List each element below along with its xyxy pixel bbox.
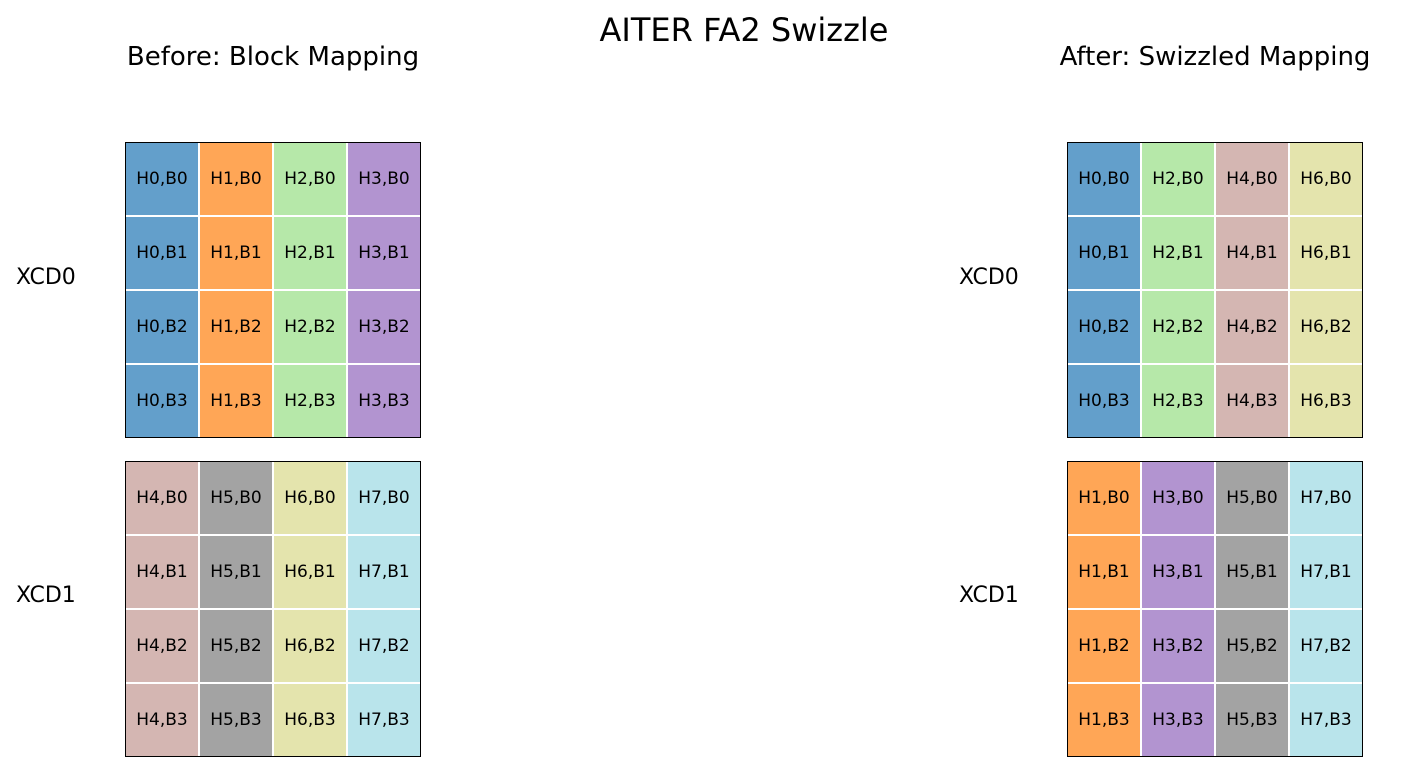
mapping-cell: H7,B0 (1290, 462, 1362, 534)
mapping-cell: H1,B1 (1068, 536, 1140, 608)
mapping-cell: H0,B1 (126, 217, 198, 289)
mapping-cell: H6,B1 (274, 536, 346, 608)
mapping-cell: H5,B1 (1216, 536, 1288, 608)
mapping-cell: H3,B0 (348, 143, 420, 215)
mapping-cell: H6,B1 (1290, 217, 1362, 289)
mapping-cell: H1,B0 (1068, 462, 1140, 534)
mapping-cell: H5,B0 (200, 462, 272, 534)
mapping-cell: H4,B2 (126, 610, 198, 682)
mapping-cell: H4,B3 (126, 684, 198, 756)
mapping-cell: H6,B0 (1290, 143, 1362, 215)
mapping-cell: H2,B1 (274, 217, 346, 289)
before-xcd0-label: XCD0 (16, 265, 76, 290)
mapping-cell: H0,B3 (1068, 365, 1140, 437)
mapping-cell: H4,B1 (126, 536, 198, 608)
mapping-cell: H6,B0 (274, 462, 346, 534)
mapping-cell: H4,B2 (1216, 291, 1288, 363)
before-panel-title: Before: Block Mapping (126, 42, 420, 72)
mapping-cell: H3,B3 (1142, 684, 1214, 756)
mapping-cell: H7,B2 (348, 610, 420, 682)
after-xcd0-label: XCD0 (959, 265, 1019, 290)
mapping-cell: H1,B2 (200, 291, 272, 363)
after-panel-title: After: Swizzled Mapping (1059, 42, 1371, 72)
mapping-cell: H1,B0 (200, 143, 272, 215)
mapping-cell: H2,B1 (1142, 217, 1214, 289)
mapping-cell: H4,B1 (1216, 217, 1288, 289)
mapping-cell: H2,B2 (274, 291, 346, 363)
mapping-cell: H2,B2 (1142, 291, 1214, 363)
before-xcd1-grid: H4,B0 H5,B0 H6,B0 H7,B0 H4,B1 H5,B1 H6,B1 H7,B1… (125, 461, 421, 757)
mapping-cell: H2,B3 (274, 365, 346, 437)
mapping-cell: H0,B0 (1068, 143, 1140, 215)
mapping-cell: H3,B2 (348, 291, 420, 363)
mapping-cell: H1,B3 (1068, 684, 1140, 756)
before-xcd0-grid: H0,B0 H1,B0 H2,B0 H3,B0 H0,B1 H1,B1 H2,B1 H3,B1… (125, 142, 421, 438)
mapping-cell: H6,B3 (1290, 365, 1362, 437)
mapping-cell: H4,B0 (1216, 143, 1288, 215)
mapping-cell: H5,B2 (200, 610, 272, 682)
mapping-cell: H0,B0 (126, 143, 198, 215)
mapping-cell: H5,B2 (1216, 610, 1288, 682)
mapping-cell: H1,B3 (200, 365, 272, 437)
mapping-cell: H2,B3 (1142, 365, 1214, 437)
mapping-cell: H6,B2 (274, 610, 346, 682)
mapping-cell: H3,B1 (1142, 536, 1214, 608)
mapping-cell: H3,B1 (348, 217, 420, 289)
mapping-cell: H0,B2 (1068, 291, 1140, 363)
mapping-cell: H6,B2 (1290, 291, 1362, 363)
figure-title: AITER FA2 Swizzle (599, 11, 889, 49)
mapping-cell: H7,B3 (1290, 684, 1362, 756)
mapping-cell: H0,B2 (126, 291, 198, 363)
mapping-cell: H5,B3 (200, 684, 272, 756)
mapping-cell: H2,B0 (274, 143, 346, 215)
after-xcd0-grid: H0,B0 H2,B0 H4,B0 H6,B0 H0,B1 H2,B1 H4,B1 H6,B1… (1067, 142, 1363, 438)
mapping-cell: H3,B2 (1142, 610, 1214, 682)
after-xcd1-label: XCD1 (959, 583, 1019, 608)
after-xcd1-grid: H1,B0 H3,B0 H5,B0 H7,B0 H1,B1 H3,B1 H5,B1 H7,B1… (1067, 461, 1363, 757)
mapping-cell: H7,B1 (348, 536, 420, 608)
mapping-cell: H5,B1 (200, 536, 272, 608)
mapping-cell: H7,B0 (348, 462, 420, 534)
mapping-cell: H7,B2 (1290, 610, 1362, 682)
mapping-cell: H6,B3 (274, 684, 346, 756)
before-xcd1-label: XCD1 (16, 583, 76, 608)
mapping-cell: H1,B1 (200, 217, 272, 289)
mapping-cell: H7,B3 (348, 684, 420, 756)
mapping-cell: H3,B0 (1142, 462, 1214, 534)
mapping-cell: H5,B3 (1216, 684, 1288, 756)
mapping-cell: H3,B3 (348, 365, 420, 437)
mapping-cell: H5,B0 (1216, 462, 1288, 534)
mapping-cell: H4,B0 (126, 462, 198, 534)
mapping-cell: H2,B0 (1142, 143, 1214, 215)
mapping-cell: H0,B3 (126, 365, 198, 437)
mapping-cell: H1,B2 (1068, 610, 1140, 682)
mapping-cell: H4,B3 (1216, 365, 1288, 437)
mapping-cell: H7,B1 (1290, 536, 1362, 608)
mapping-cell: H0,B1 (1068, 217, 1140, 289)
